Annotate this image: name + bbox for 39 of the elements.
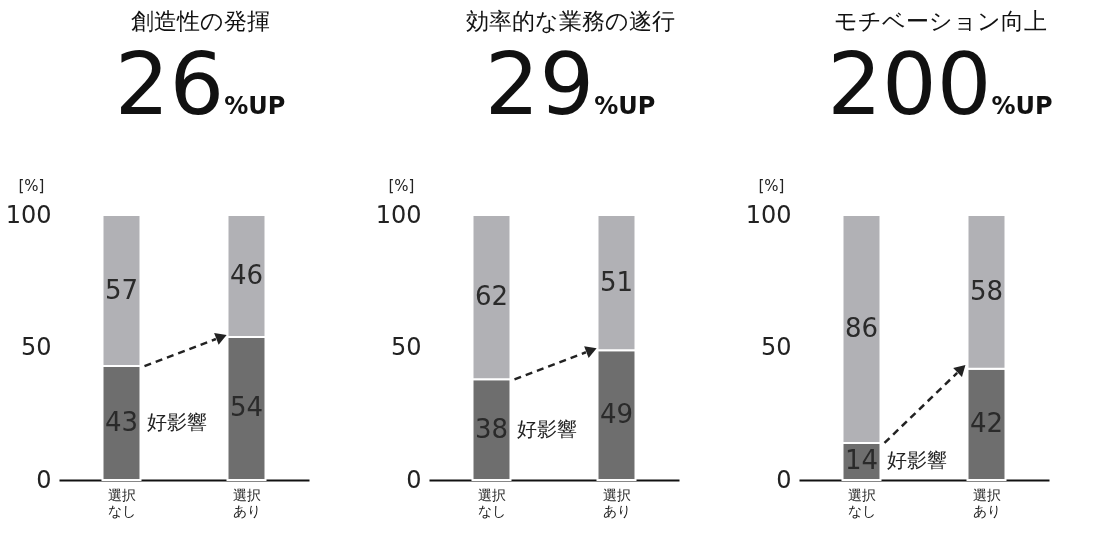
data-label: 46 xyxy=(229,259,264,290)
data-label: 58 xyxy=(969,275,1004,306)
x-tick-label: 選択なし xyxy=(107,486,136,519)
y-tick-label: 0 xyxy=(406,465,422,494)
annotation: 好影響 xyxy=(886,448,947,473)
data-label: 38 xyxy=(474,413,509,444)
chart-subtitle: 29%UP xyxy=(484,34,656,134)
x-tick-label: 選択あり xyxy=(972,486,1001,519)
y-tick-label: 0 xyxy=(776,465,792,494)
data-label: 62 xyxy=(474,281,509,312)
data-label: 51 xyxy=(599,266,634,297)
data-label: 54 xyxy=(229,392,264,423)
y-tick-label: 100 xyxy=(5,200,52,229)
x-tick-label: 選択なし xyxy=(847,486,876,519)
chart-title: 効率的な業務の遂行 xyxy=(464,7,676,36)
data-label: 14 xyxy=(844,445,879,476)
chart-subtitle: 26%UP xyxy=(114,34,286,134)
chart-subtitle: 200%UP xyxy=(827,34,1053,134)
y-tick-label: 50 xyxy=(390,333,422,361)
data-label: 49 xyxy=(599,399,634,430)
annotation: 好影響 xyxy=(516,416,577,441)
y-tick-label: 100 xyxy=(745,200,792,229)
data-label: 86 xyxy=(844,312,879,343)
y-tick-label: 100 xyxy=(375,200,422,229)
x-tick-label: 選択あり xyxy=(232,486,261,519)
chart-title: モチベーション向上 xyxy=(832,7,1048,36)
y-axis-title: [%] xyxy=(18,176,45,195)
data-label: 57 xyxy=(104,274,139,305)
y-tick-label: 50 xyxy=(760,333,792,361)
chart-title: 創造性の発揮 xyxy=(129,7,271,36)
x-tick-label: 選択なし xyxy=(477,486,506,519)
y-axis-title: [%] xyxy=(388,176,415,195)
y-tick-label: 0 xyxy=(36,465,52,494)
y-tick-label: 50 xyxy=(20,333,52,361)
x-tick-label: 選択あり xyxy=(602,486,631,519)
annotation: 好影響 xyxy=(146,410,207,435)
data-label: 43 xyxy=(104,407,139,438)
data-label: 42 xyxy=(969,408,1004,439)
y-axis-title: [%] xyxy=(758,176,785,195)
